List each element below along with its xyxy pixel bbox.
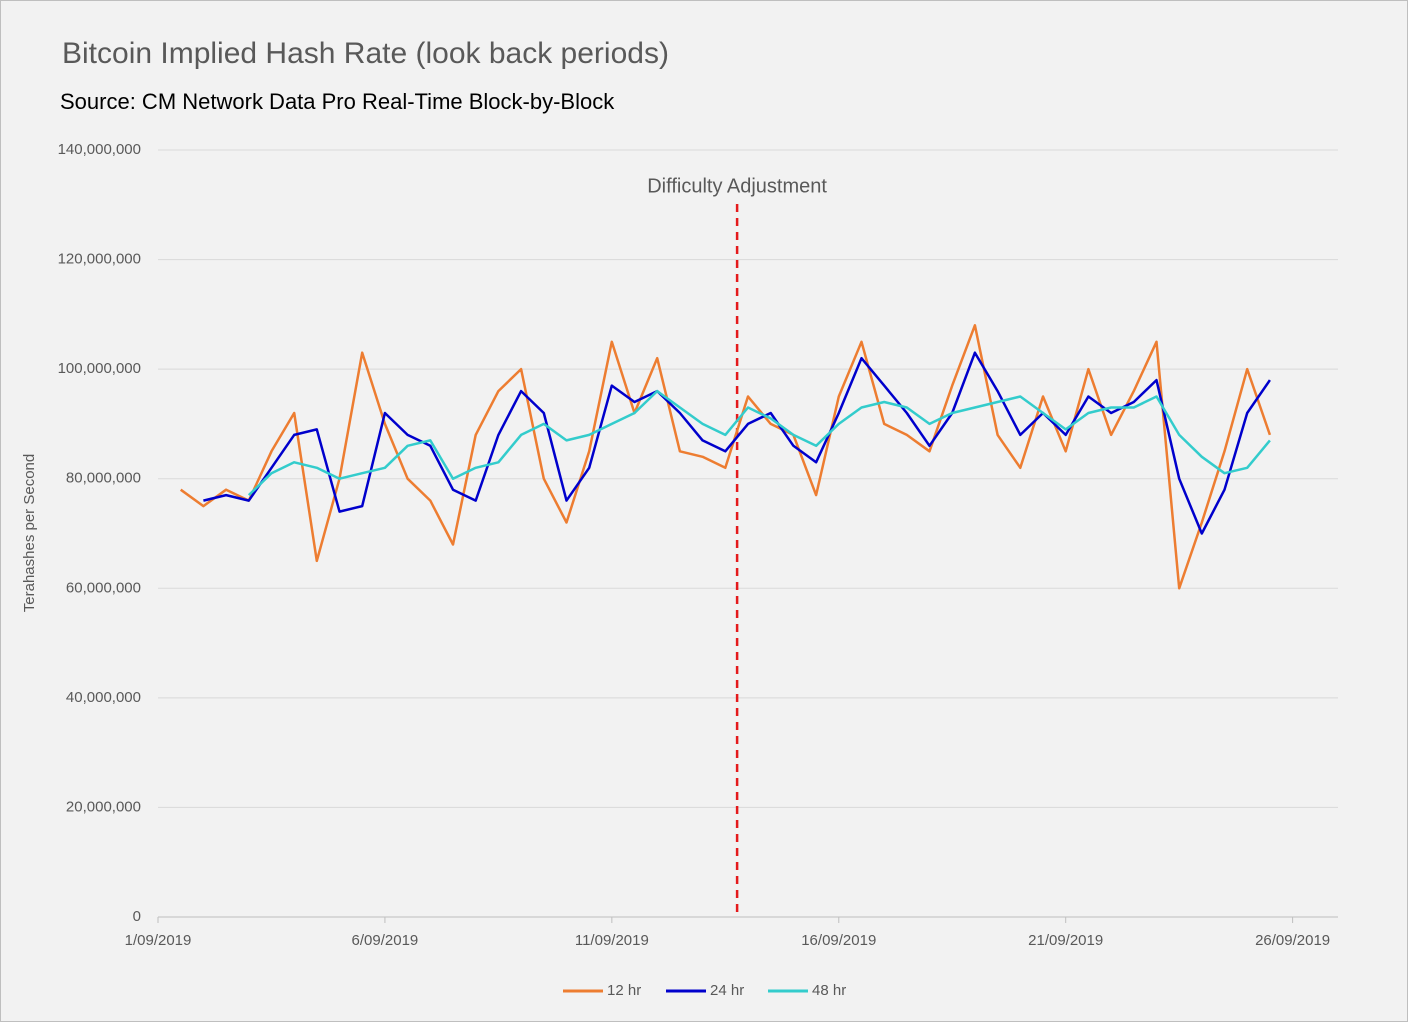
y-tick-label: 140,000,000 [58,141,141,158]
y-tick-label: 80,000,000 [66,470,141,487]
y-tick-label: 120,000,000 [58,251,141,268]
y-tick-label: 60,000,000 [66,579,141,596]
chart-title: Bitcoin Implied Hash Rate (look back per… [62,37,669,70]
series-line [203,351,1271,535]
legend-label: 24 hr [710,982,744,999]
series-line [247,389,1271,496]
x-tick-label: 26/09/2019 [1255,932,1330,949]
legend-label: 48 hr [812,982,846,999]
x-tick-label: 21/09/2019 [1028,932,1103,949]
y-tick-label: 20,000,000 [66,798,141,815]
annotation-text: Difficulty Adjustment [647,175,827,197]
series-line [179,324,1272,590]
x-tick-label: 11/09/2019 [575,932,649,949]
y-tick-label: 40,000,000 [66,689,141,706]
y-axis-label: Terahashes per Second [21,454,38,612]
x-tick-label: 6/09/2019 [352,932,419,949]
chart-subtitle: Source: CM Network Data Pro Real-Time Bl… [60,89,615,114]
x-tick-label: 1/09/2019 [125,932,192,949]
x-tick-label: 16/09/2019 [801,932,876,949]
y-tick-label: 0 [133,908,141,925]
legend-label: 12 hr [607,982,641,999]
y-tick-label: 100,000,000 [58,360,141,377]
